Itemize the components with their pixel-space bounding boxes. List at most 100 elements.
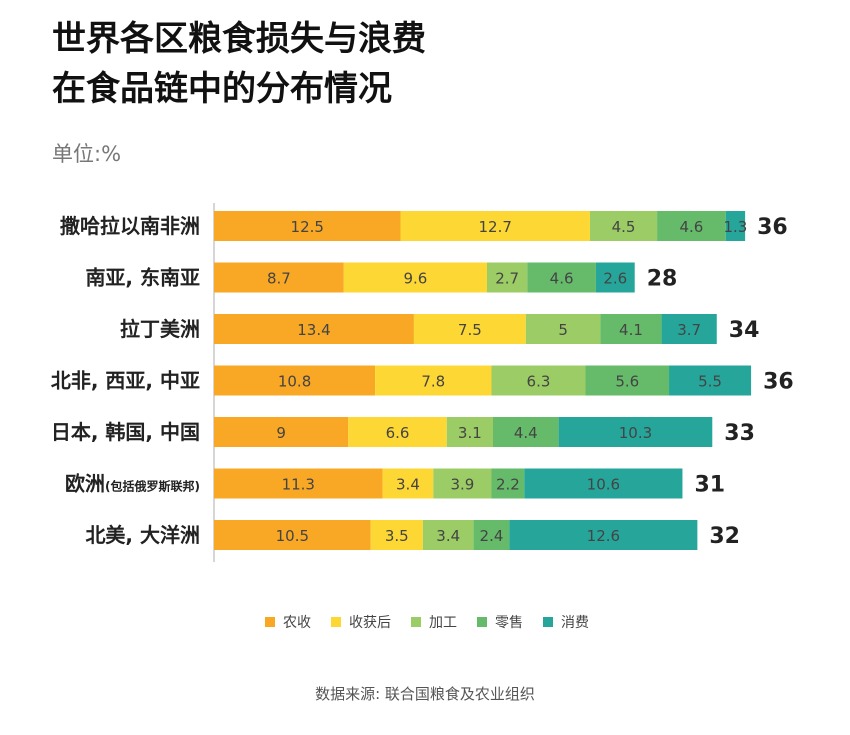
bar-segment-2 <box>400 211 590 241</box>
data-label: 6.3 <box>527 373 551 391</box>
category-label: 日本, 韩国, 中国 <box>51 420 200 444</box>
bar-segment-1 <box>214 468 383 499</box>
data-label: 4.1 <box>619 321 643 339</box>
data-label: 9.6 <box>403 270 427 288</box>
data-label: 2.2 <box>496 476 520 494</box>
data-label: 1.3 <box>723 218 747 236</box>
legend-swatch-3 <box>411 617 421 627</box>
data-label: 3.9 <box>450 476 474 494</box>
category-label: 北美, 大洋洲 <box>85 523 200 547</box>
title-line-2: 在食品链中的分布情况 <box>52 69 392 109</box>
bar-segment-1 <box>214 520 371 550</box>
bar-segment-3 <box>487 262 528 293</box>
data-label: 3.4 <box>436 527 460 545</box>
bar-segment-2 <box>375 365 492 396</box>
bar-segment-3 <box>589 211 658 241</box>
bar-segment-3 <box>525 314 601 344</box>
bar-segment-2 <box>343 262 488 293</box>
bar-segment-4 <box>527 262 596 293</box>
data-label: 3.7 <box>677 321 701 339</box>
legend-label: 加工 <box>429 615 457 631</box>
bar-segment-5 <box>669 365 752 396</box>
data-label: 12.6 <box>587 527 620 545</box>
total-label: 36 <box>763 370 794 395</box>
legend-label: 消费 <box>561 615 589 631</box>
bar-segment-2 <box>382 468 434 499</box>
data-label: 5.6 <box>615 373 639 391</box>
stacked-bar-chart: 12.5 12.7 4.5 4.6 1.3 36 撒哈拉以南非洲 8.7 9.6 2.7 4.6 2.… <box>51 203 794 631</box>
category-label: 北非, 西亚, 中亚 <box>51 369 200 393</box>
bar-segment-3 <box>422 520 474 550</box>
chart-title: 世界各区粮食损失与浪费 在食品链中的分布情况 <box>52 14 426 114</box>
bar-segment-5 <box>524 468 683 499</box>
bar-segment-4 <box>492 417 559 447</box>
data-label: 3.4 <box>396 476 420 494</box>
data-label: 12.7 <box>479 218 512 236</box>
data-label: 5.5 <box>698 373 722 391</box>
total-label: 34 <box>729 318 760 343</box>
bar-segment-1 <box>214 262 344 293</box>
bar-segment-5 <box>509 520 698 550</box>
data-label: 4.5 <box>612 218 636 236</box>
bar-segment-5 <box>595 262 635 293</box>
bar-segment-1 <box>214 365 376 396</box>
bar-segment-1 <box>214 211 401 241</box>
bar-segment-4 <box>491 468 525 499</box>
total-label: 33 <box>724 421 755 446</box>
bar-segment-1 <box>214 417 349 447</box>
data-label: 5 <box>558 321 568 339</box>
bar-segment-4 <box>585 365 670 396</box>
legend-label: 农收 <box>283 615 311 631</box>
data-label: 2.6 <box>603 270 627 288</box>
bar-segment-2 <box>348 417 447 447</box>
legend-label: 收获后 <box>349 615 391 631</box>
category-label: 欧洲(包括俄罗斯联邦) <box>65 472 200 496</box>
legend-label: 零售 <box>495 615 523 631</box>
data-label: 8.7 <box>267 270 291 288</box>
data-label: 10.6 <box>587 476 620 494</box>
bar-segment-3 <box>446 417 493 447</box>
data-label: 3.1 <box>458 424 482 442</box>
data-label: 4.6 <box>679 218 703 236</box>
data-label: 4.4 <box>514 424 538 442</box>
bar-segment-4 <box>600 314 662 344</box>
legend-swatch-1 <box>265 617 275 627</box>
data-label: 4.6 <box>550 270 574 288</box>
title-line-1: 世界各区粮食损失与浪费 <box>52 19 426 59</box>
bar-segment-2 <box>370 520 423 550</box>
data-label: 12.5 <box>291 218 324 236</box>
unit-label: 单位:% <box>52 142 122 166</box>
category-label: 撒哈拉以南非洲 <box>60 214 200 238</box>
data-label: 6.6 <box>386 424 410 442</box>
bar-segment-3 <box>433 468 492 499</box>
data-label: 2.4 <box>480 527 504 545</box>
total-label: 36 <box>757 215 788 240</box>
data-label: 10.3 <box>619 424 652 442</box>
legend-swatch-4 <box>477 617 487 627</box>
bar-segment-3 <box>491 365 586 396</box>
legend-swatch-5 <box>543 617 553 627</box>
category-label: 南亚, 东南亚 <box>85 266 200 290</box>
bar-segment-1 <box>214 314 414 344</box>
bar-segment-4 <box>473 520 510 550</box>
bar-segment-5 <box>661 314 717 344</box>
bar-segment-5 <box>725 211 746 241</box>
source-note: 数据来源: 联合国粮食及农业组织 <box>315 685 535 703</box>
bar-segment-2 <box>413 314 526 344</box>
total-label: 28 <box>647 267 678 292</box>
data-label: 10.8 <box>278 373 311 391</box>
data-label: 10.5 <box>276 527 309 545</box>
bar-segment-5 <box>558 417 713 447</box>
data-label: 2.7 <box>495 270 519 288</box>
data-label: 13.4 <box>297 321 330 339</box>
data-label: 7.8 <box>421 373 445 391</box>
total-label: 32 <box>709 524 740 549</box>
data-label: 9 <box>276 424 286 442</box>
data-label: 7.5 <box>458 321 482 339</box>
total-label: 31 <box>694 473 725 498</box>
data-label: 11.3 <box>282 476 315 494</box>
bar-segment-4 <box>657 211 726 241</box>
legend-swatch-2 <box>331 617 341 627</box>
category-label: 拉丁美洲 <box>120 317 200 341</box>
data-label: 3.5 <box>385 527 409 545</box>
